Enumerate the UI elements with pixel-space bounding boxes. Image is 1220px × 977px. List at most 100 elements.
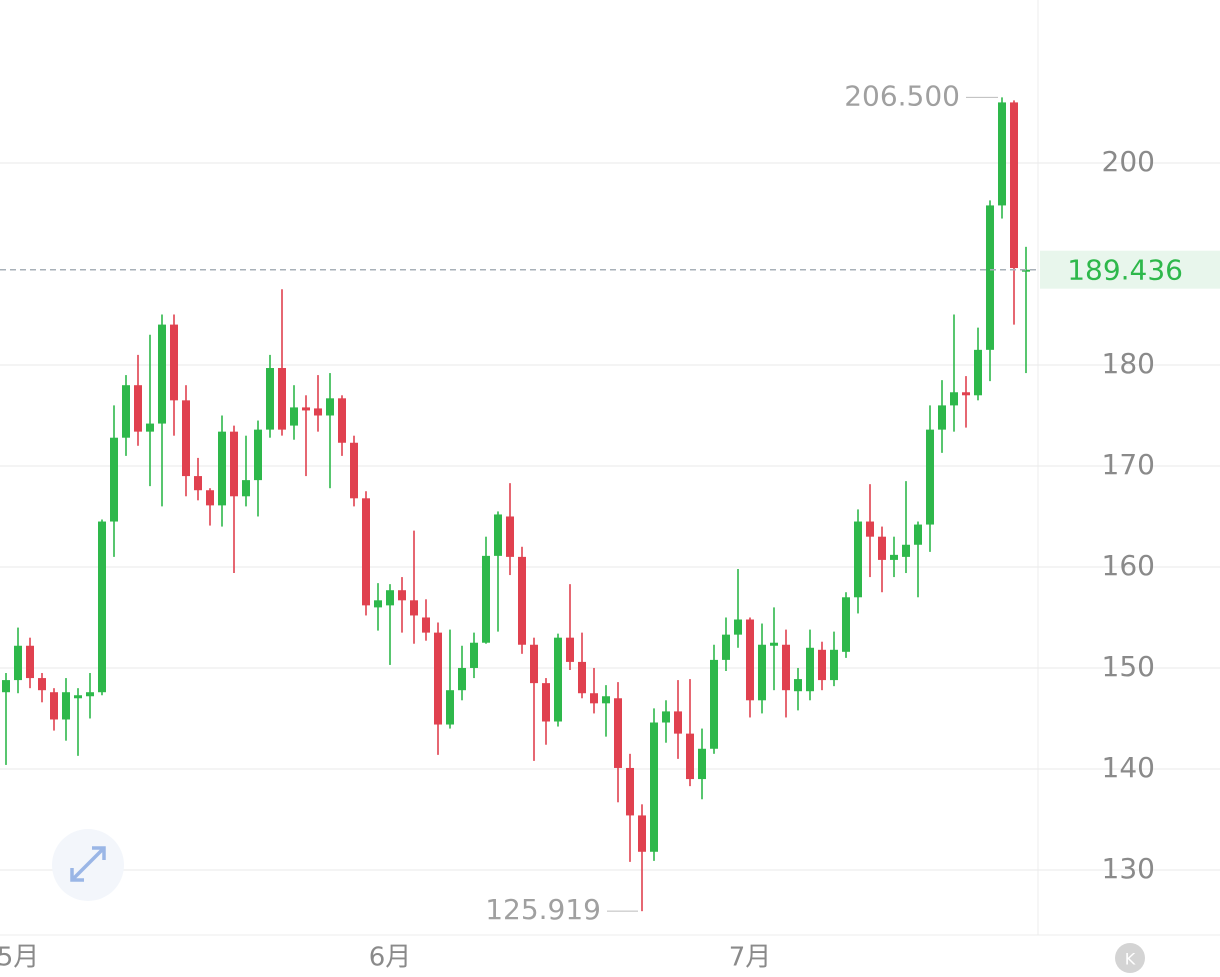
y-tick-label: 130 (1102, 852, 1155, 885)
candle-body (74, 695, 82, 699)
candle-body (158, 324, 166, 424)
last-price-bg (1040, 250, 1220, 289)
candle-body (530, 644, 538, 684)
x-tick-label: 6月 (369, 943, 412, 973)
candle-body (782, 644, 790, 691)
candle-body (986, 205, 994, 350)
candle-body (686, 733, 694, 780)
last-price-label: 189.436 (1067, 254, 1183, 287)
candle-body (758, 644, 766, 701)
candle-body (86, 692, 94, 697)
candle-body (422, 617, 430, 633)
candle-body (134, 385, 142, 432)
y-tick-label: 170 (1102, 448, 1155, 481)
candle-body (638, 815, 646, 852)
candle-body (590, 693, 598, 704)
candle-body (170, 324, 178, 401)
candle-body (314, 408, 322, 416)
candle-body (302, 407, 310, 411)
candle-body (926, 429, 934, 525)
expand-button[interactable] (52, 829, 124, 901)
x-tick-label: 7月 (729, 943, 772, 973)
kline-bg[interactable] (1115, 943, 1145, 973)
candle-body (1010, 102, 1018, 269)
candle-body (866, 521, 874, 537)
candle-body (506, 516, 514, 557)
candle-body (518, 556, 526, 645)
candle-body (962, 392, 970, 396)
candle-body (218, 431, 226, 506)
candle-body (362, 498, 370, 606)
candle-body (242, 480, 250, 497)
candle-body (830, 649, 838, 681)
candle-body (626, 767, 634, 816)
candle-body (182, 400, 190, 477)
candle-body (62, 692, 70, 720)
candle-body (326, 398, 334, 416)
candle-body (470, 642, 478, 668)
candle-body (746, 619, 754, 701)
candle-body (542, 683, 550, 722)
candle-body (230, 431, 238, 497)
candle-body (266, 368, 274, 430)
candle-body (122, 385, 130, 438)
candle-body (890, 554, 898, 560)
expand-icon[interactable] (70, 846, 106, 882)
y-tick-label: 180 (1102, 347, 1155, 380)
candle-body (950, 392, 958, 406)
candle-body (998, 102, 1006, 206)
candle-body (578, 661, 586, 694)
y-tick-label: 160 (1102, 549, 1155, 582)
candle-body (902, 544, 910, 557)
candle-body (602, 696, 610, 704)
plot: 130 140 150 160 170 180 200 5月 6月 7月 189.436 206.50… (0, 79, 1220, 973)
candle-body (254, 429, 262, 481)
candle-body (554, 637, 562, 722)
candle-body (290, 407, 298, 426)
candle-body (674, 711, 682, 734)
candle-body (494, 514, 502, 556)
candle-body (974, 349, 982, 396)
candle-body (446, 690, 454, 725)
candle-body (482, 555, 490, 643)
candle-body (338, 398, 346, 443)
y-tick-label: 150 (1102, 650, 1155, 683)
candle-body (98, 521, 106, 693)
candle-body (398, 590, 406, 601)
candle-body (734, 619, 742, 635)
candle-body (662, 711, 670, 723)
candle-body (278, 368, 286, 430)
candle-body (386, 590, 394, 606)
candle-body (806, 647, 814, 692)
candle-body (878, 536, 886, 560)
candle-body (614, 698, 622, 768)
candle-body (26, 645, 34, 679)
candle-body (458, 667, 466, 691)
candle-body (50, 692, 58, 720)
candle-body (14, 645, 22, 681)
candle-body (410, 600, 418, 616)
candle-body (110, 437, 118, 522)
min-marker-label: 125.919 (485, 893, 601, 926)
candle-body (854, 521, 862, 598)
candle-body (818, 649, 826, 681)
kline-button[interactable]: K (1115, 943, 1145, 973)
candle-body (914, 524, 922, 545)
candle-body (194, 476, 202, 491)
candle-body (2, 680, 10, 693)
candle-body (374, 600, 382, 608)
y-tick-label: 140 (1102, 751, 1155, 784)
candle-body (434, 632, 442, 725)
candle-body (650, 722, 658, 852)
y-tick-label: 200 (1102, 145, 1155, 178)
kline-label[interactable]: K (1125, 950, 1136, 969)
candle-body (710, 659, 718, 749)
candle-body (698, 748, 706, 780)
candle-body (770, 642, 778, 646)
candle-body (1022, 269, 1030, 272)
candle-body (146, 423, 154, 432)
candle-body (842, 597, 850, 652)
candle-body (794, 679, 802, 692)
